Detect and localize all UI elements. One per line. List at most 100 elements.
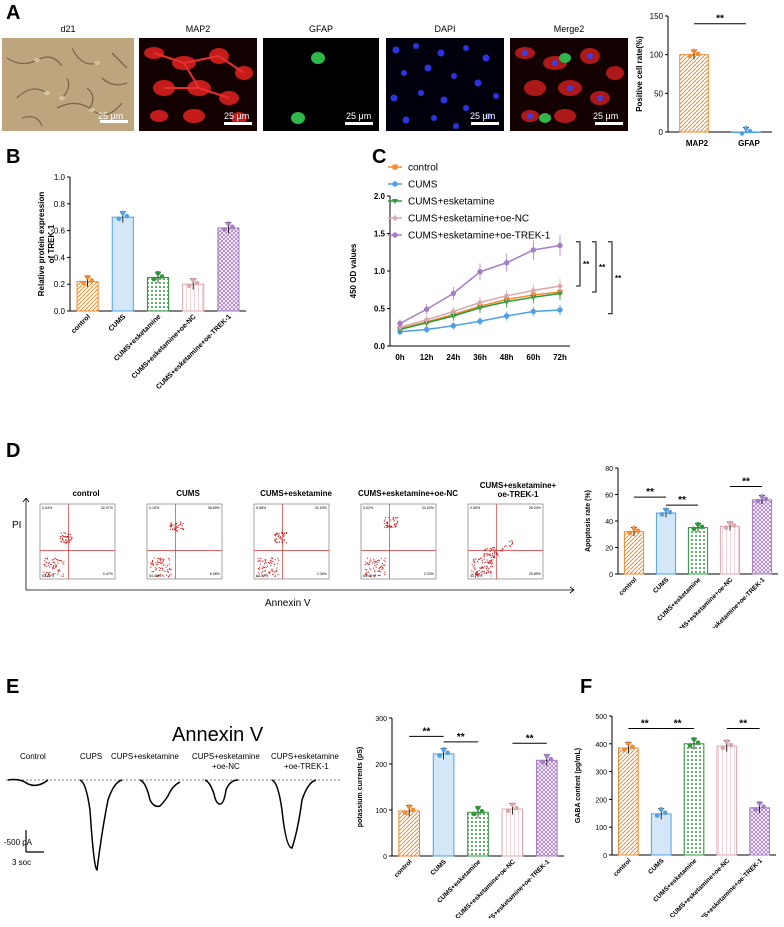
flow-q-lr: 6.98% [210,572,221,576]
data-point [695,740,701,745]
flow-event [175,529,178,531]
flow-event [270,562,272,564]
flow-event [475,573,478,575]
panel-letter-b: B [6,146,21,168]
flow-event [165,574,168,576]
flow-event [152,563,154,565]
flow-event [167,565,169,567]
flow-event [68,540,70,542]
flow-event [45,575,47,578]
flow-event [268,562,271,565]
flow-event [490,575,492,577]
flow-event [277,574,279,576]
y-tick-label: 1.0 [54,173,66,182]
data-point [663,507,669,512]
flow-event [476,560,479,562]
flow-event [70,536,72,538]
flow-event [385,517,387,519]
flow-event [509,540,511,543]
flow-event [383,559,385,561]
flow-event [150,563,152,565]
flow-event [486,552,488,555]
legend-label: CUMS+esketamine+oe-TREK-1 [408,231,551,242]
flow-event [60,560,63,562]
flow-event [170,525,172,527]
data-point [687,743,693,748]
flow-event [275,533,277,536]
flow-title-cums: CUMS [176,489,200,498]
flow-event [489,559,491,562]
flow-plot-frame [467,503,544,580]
data-point [658,807,664,812]
flow-event [168,575,170,577]
flow-event [283,535,285,537]
flow-event [264,559,266,561]
flow-event [486,566,489,568]
flow-event [377,560,379,562]
flow-event [155,564,158,566]
flow-event [61,575,63,577]
legend-label: CUMS+esketamine [408,197,495,208]
y-axis-label: GABA content (pg/mL) [575,748,582,823]
flow-event [480,567,482,569]
trace-scale-x-label: 3 soc [12,858,32,867]
flow-event [158,574,160,576]
flow-event [174,527,176,529]
category-label: GFAP [738,139,760,148]
flow-event [159,567,161,569]
panel-letter-e: E [6,676,20,698]
flow-event [279,536,281,538]
flow-event [63,536,65,538]
flow-event [66,542,68,544]
flow-event [174,523,177,525]
flow-event [385,524,388,527]
data-point [548,756,554,762]
bar [217,227,240,312]
sig-label: ** [742,477,750,488]
flow-event [374,569,376,571]
flow-event [263,574,265,576]
flow-event [265,560,267,562]
data-point [622,747,627,752]
category-label: CUMS+esketamine+oe-NC [131,313,198,380]
flow-event [276,567,278,569]
y-tick-label: 0.6 [54,227,66,236]
flow-event [154,569,157,571]
flow-event [62,573,64,575]
flow-event [370,569,372,571]
flow-event [483,572,485,574]
flow-event [497,555,499,557]
trace-svg [6,778,340,871]
flow-event [494,554,496,556]
data-point [506,808,511,814]
flow-event [384,560,386,562]
flow-event [67,537,69,539]
flow-event [492,555,494,557]
flow-event [258,568,260,570]
y-axis-label: of TREK-1 [47,224,56,263]
flow-title-oetrek-line2: oe-TREK-1 [497,490,539,499]
data-point [530,308,537,315]
flow-event [262,570,264,573]
flow-event [170,523,172,525]
flow-event [60,535,62,538]
y-tick-label: 1.5 [374,230,386,239]
flow-q-ul: 0.06% [470,506,481,510]
data-point [222,227,227,232]
flow-event [479,557,482,559]
flow-event [391,526,393,528]
flow-event [63,563,65,565]
flow-event [62,537,64,539]
flow-event [274,535,276,537]
flow-event [163,558,165,560]
data-point [630,744,635,750]
flow-event [382,566,384,569]
flow-event [373,558,375,560]
flow-x-arrowhead [569,586,575,594]
flow-event [474,558,477,560]
flow-event [381,565,383,567]
flow-event [274,538,276,540]
flow-event [377,575,379,577]
x-tick-label: 36h [473,353,487,362]
trace-label-cups-oenc-1: CUPS+esketamine [192,752,260,761]
